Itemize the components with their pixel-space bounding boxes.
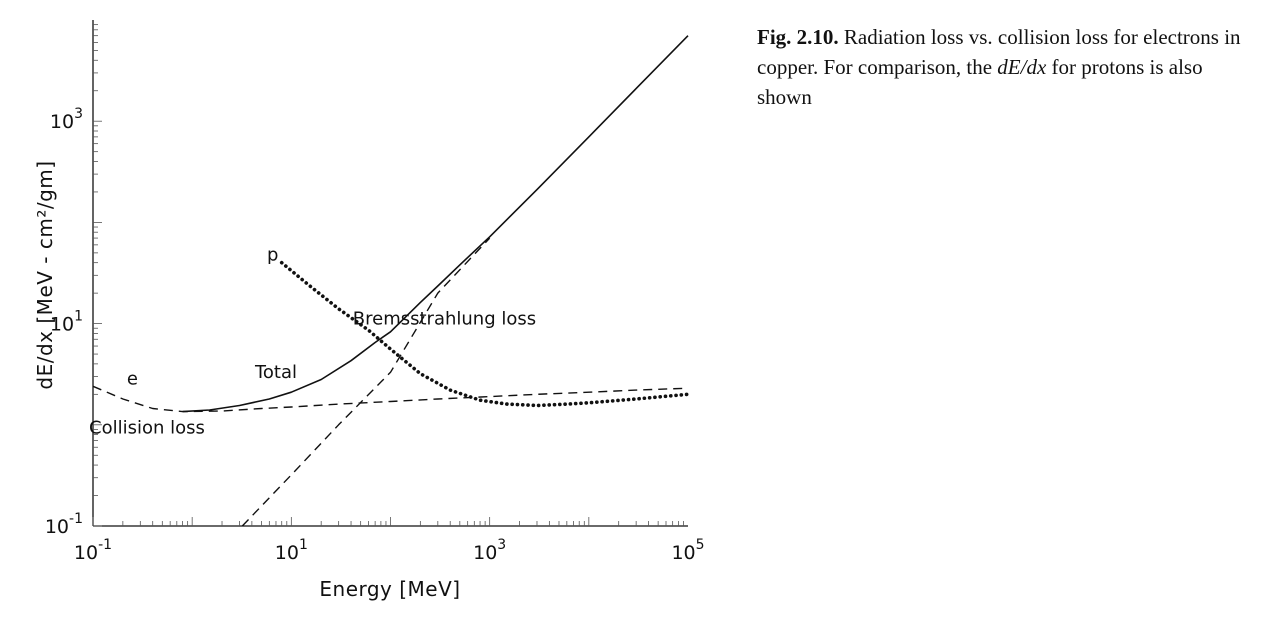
x-tick-label: 103 (473, 537, 506, 564)
label-e: e (127, 369, 138, 390)
series-bremsstrahlung-loss (241, 237, 491, 527)
x-tick-label: 101 (275, 537, 308, 564)
figure-caption: Fig. 2.10. Radiation loss vs. collision … (757, 22, 1257, 112)
plot-frame (92, 20, 688, 527)
tick-labels: 10-1 101 103 105 10-1 101 103 (45, 106, 705, 564)
series-p (279, 260, 690, 408)
series-layer (92, 35, 690, 527)
series-total (182, 35, 689, 413)
series-collision-loss (92, 385, 689, 413)
annotation-layer: e p Total Bremsstrahlung loss Collision loss (89, 245, 536, 439)
minor-ticks (92, 24, 684, 527)
caption-math: dE/dx (997, 55, 1047, 79)
label-total: Total (254, 362, 297, 383)
figure-label: Fig. 2.10. (757, 25, 839, 49)
caption-text-2: for protons is also shown (757, 55, 1203, 109)
label-bremsstrahlung-loss: Bremsstrahlung loss (353, 308, 536, 329)
y-tick-label: 103 (50, 106, 83, 133)
y-axis-title: dE/dx [MeV - cm²/gm] (33, 160, 57, 389)
chart: 10-1 101 103 105 10-1 101 103 e p Total Bremsstra… (33, 20, 705, 601)
x-tick-label: 10-1 (74, 537, 112, 564)
y-tick-label: 101 (50, 309, 83, 336)
label-collision-loss: Collision loss (89, 418, 205, 439)
x-axis-title: Energy [MeV] (319, 577, 460, 601)
y-tick-label: 10-1 (45, 511, 83, 538)
x-tick-label: 105 (671, 537, 704, 564)
caption-text-1: Radiation loss vs. collision loss for el… (757, 25, 1241, 79)
label-p: p (267, 245, 278, 266)
